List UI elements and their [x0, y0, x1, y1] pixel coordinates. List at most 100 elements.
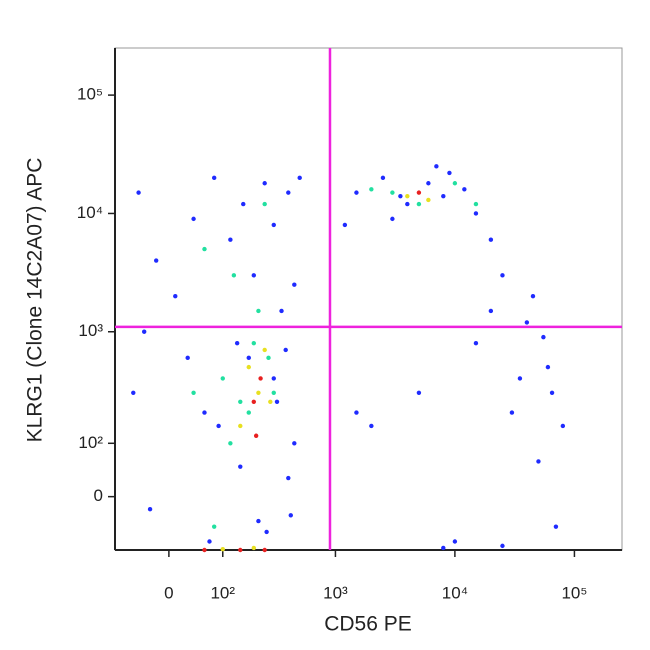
dot [441, 193, 446, 199]
dot [241, 201, 246, 207]
dot [500, 543, 505, 549]
dot [286, 475, 291, 481]
dot [131, 390, 136, 396]
x-axis-title: CD56 PE [324, 613, 412, 636]
dot [441, 545, 446, 551]
dot [256, 308, 261, 314]
y-tick-label: 10³ [78, 321, 103, 340]
dot [524, 320, 530, 325]
dot [488, 237, 494, 242]
dot [251, 273, 257, 278]
dot [231, 273, 237, 278]
dot [509, 410, 515, 415]
dot [549, 390, 555, 396]
dot [228, 441, 233, 446]
dot [246, 364, 251, 370]
dot [354, 410, 359, 415]
dot [369, 187, 374, 192]
dot [405, 193, 410, 199]
dot [207, 539, 212, 544]
dot [405, 201, 410, 207]
dot [279, 308, 284, 314]
dot [262, 201, 267, 207]
x-tick-label: 10³ [323, 583, 348, 602]
dot [173, 293, 178, 299]
dot [530, 293, 536, 299]
dot [251, 340, 257, 346]
dot [238, 423, 243, 429]
dot [251, 545, 257, 551]
dot [220, 546, 225, 552]
dot [416, 190, 422, 195]
dot [262, 547, 267, 553]
dot [398, 193, 403, 199]
dot [416, 201, 422, 207]
dot [211, 175, 217, 181]
dot [246, 355, 251, 361]
dot [185, 355, 190, 361]
dot [517, 376, 523, 381]
dot [473, 201, 479, 207]
dot [202, 547, 207, 553]
x-tick-label: 10⁵ [561, 583, 587, 602]
dot [292, 282, 297, 287]
dot [238, 464, 243, 469]
dot [342, 222, 348, 228]
dot [288, 513, 293, 518]
dot [202, 410, 207, 415]
dot [202, 246, 207, 252]
dot [216, 423, 221, 429]
dot [390, 190, 395, 195]
y-tick-label: 10⁵ [77, 85, 103, 104]
dot [536, 459, 541, 464]
dot [274, 399, 280, 404]
dot [488, 308, 494, 314]
dot [253, 433, 259, 438]
dot [283, 347, 288, 353]
dot [297, 175, 302, 181]
dot [262, 347, 267, 353]
dot [234, 340, 240, 346]
dot [191, 216, 196, 222]
dot [271, 390, 276, 396]
dot [251, 399, 257, 404]
dot [473, 340, 479, 346]
x-tick-label: 0 [164, 583, 173, 602]
dot [238, 399, 243, 404]
dot [452, 181, 458, 186]
dot [447, 170, 452, 176]
y-tick-label: 0 [94, 486, 103, 505]
y-tick-label: 10⁴ [77, 203, 103, 222]
dot [258, 376, 263, 381]
dot [220, 376, 225, 381]
dot [191, 390, 196, 396]
dot [141, 329, 147, 334]
dot [541, 334, 546, 340]
dot [553, 524, 559, 529]
dot [462, 187, 467, 192]
dot [390, 216, 395, 222]
plot-frame [114, 47, 623, 551]
dot [246, 410, 251, 415]
dot [264, 529, 269, 535]
dot [153, 258, 159, 263]
x-tick-label: 10⁴ [442, 583, 468, 602]
dot [426, 181, 431, 186]
y-axis-title: KLRG1 (Clone 14C2A07) APC [24, 158, 47, 443]
dot [500, 273, 505, 278]
dot [354, 190, 359, 195]
dot [256, 518, 261, 524]
dot [268, 399, 273, 404]
dot [228, 237, 233, 242]
dot [434, 164, 439, 169]
dot [271, 222, 276, 228]
dot [266, 355, 271, 361]
dot [136, 190, 141, 195]
dot [560, 423, 566, 429]
dot [380, 175, 386, 181]
dot [286, 190, 291, 195]
dot [292, 441, 297, 446]
dot [271, 376, 276, 381]
